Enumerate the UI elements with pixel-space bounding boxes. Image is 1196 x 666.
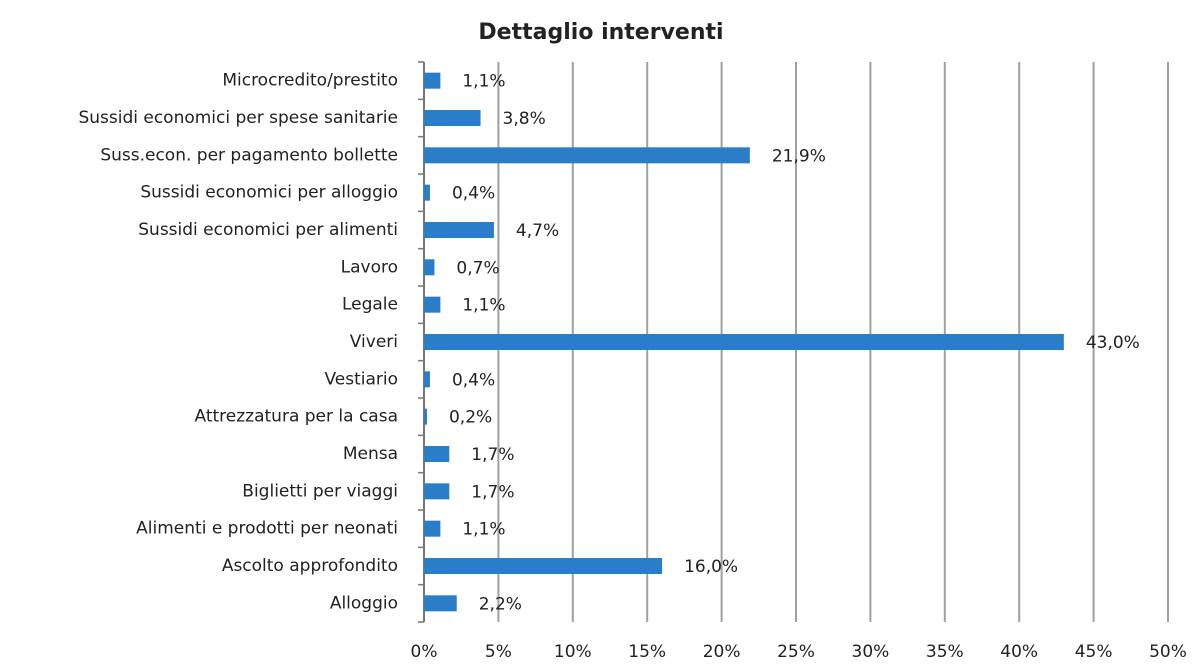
data-label: 4,7% — [516, 221, 559, 241]
data-label: 3,8% — [503, 109, 546, 129]
y-tick-label: Mensa — [343, 444, 398, 464]
bar — [424, 147, 750, 164]
bar — [424, 446, 450, 462]
x-tick-label: 35% — [926, 642, 964, 662]
bar — [424, 371, 430, 388]
data-label: 0,7% — [456, 258, 499, 278]
data-label: 43,0% — [1086, 333, 1140, 353]
data-label: 1,1% — [462, 296, 505, 316]
bar — [424, 110, 481, 126]
bar — [424, 334, 1064, 350]
x-tick-label: 45% — [1075, 642, 1113, 662]
data-label: 1,7% — [471, 482, 514, 502]
y-tick-label: Viveri — [350, 332, 398, 352]
y-tick-label: Ascolto approfondito — [222, 556, 398, 576]
x-tick-label: 50% — [1149, 642, 1187, 662]
y-tick-label: Microcredito/prestito — [222, 71, 398, 91]
x-tick-label: 30% — [852, 642, 890, 662]
data-label: 1,1% — [462, 72, 505, 92]
x-tick-label: 10% — [554, 642, 592, 662]
data-label: 21,9% — [772, 146, 826, 166]
chart-title: Dettaglio interventi — [478, 20, 723, 45]
bar — [424, 222, 494, 238]
y-tick-label: Alloggio — [330, 593, 398, 613]
y-tick-label: Lavoro — [341, 257, 398, 277]
y-tick-label: Sussidi economici per alloggio — [140, 183, 398, 203]
bar — [424, 259, 435, 276]
y-tick-label: Sussidi economici per alimenti — [138, 220, 398, 240]
y-tick-label: Legale — [342, 295, 398, 315]
x-tick-label: 40% — [1000, 642, 1038, 662]
data-label: 0,4% — [452, 184, 495, 204]
x-tick-label: 20% — [703, 642, 741, 662]
data-label: 2,2% — [479, 594, 522, 614]
y-tick-label: Vestiario — [324, 369, 398, 389]
x-tick-label: 5% — [485, 642, 512, 662]
bar — [424, 595, 457, 612]
x-tick-label: 0% — [411, 642, 438, 662]
data-label: 1,1% — [462, 520, 505, 540]
y-tick-label: Alimenti e prodotti per neonati — [136, 519, 398, 539]
bar — [424, 520, 441, 537]
y-tick-label: Biglietti per viaggi — [242, 481, 398, 501]
bar — [424, 408, 427, 425]
data-label: 0,4% — [452, 370, 495, 390]
y-tick-label: Attrezzatura per la casa — [195, 407, 398, 427]
bar — [424, 296, 441, 313]
data-label: 16,0% — [684, 557, 738, 577]
data-label: 0,2% — [449, 408, 492, 428]
x-tick-label: 25% — [777, 642, 815, 662]
y-tick-label: Sussidi economici per spese sanitarie — [78, 108, 398, 128]
bar — [424, 483, 450, 500]
bar — [424, 72, 441, 89]
x-tick-label: 15% — [628, 642, 666, 662]
data-label: 1,7% — [471, 445, 514, 465]
bar — [424, 558, 663, 574]
y-tick-label: Suss.econ. per pagamento bollette — [100, 145, 398, 165]
bar — [424, 184, 430, 201]
